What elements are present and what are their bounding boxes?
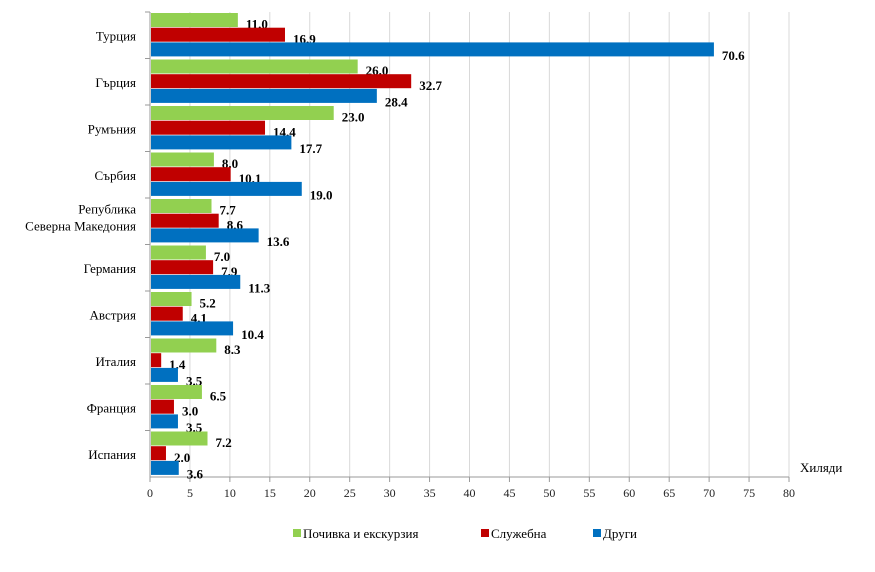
data-label: 28.4 — [385, 95, 408, 110]
bar — [151, 306, 183, 321]
x-tick-label: 75 — [743, 486, 755, 500]
data-label: 13.6 — [267, 234, 290, 249]
bar — [151, 292, 192, 306]
data-label: 5.2 — [200, 296, 216, 311]
data-label: 23.0 — [342, 110, 365, 125]
category-label: Румъния — [88, 121, 136, 136]
bar — [151, 42, 714, 57]
bar — [151, 414, 178, 429]
bar — [151, 367, 178, 382]
legend-swatch — [293, 529, 301, 537]
x-tick-label: 70 — [703, 486, 715, 500]
category-label: Гърция — [95, 75, 136, 90]
x-tick-label: 30 — [384, 486, 396, 500]
category-label: Испания — [88, 447, 136, 462]
data-label: 11.3 — [248, 281, 271, 296]
bar — [151, 213, 219, 228]
bar — [151, 88, 377, 103]
bar — [151, 120, 266, 135]
bar — [151, 27, 285, 42]
bar — [151, 245, 206, 260]
data-label: 6.5 — [210, 389, 227, 404]
bar — [151, 446, 166, 461]
x-tick-label: 40 — [464, 486, 476, 500]
data-label: 8.3 — [224, 342, 241, 357]
category-label: Италия — [95, 354, 136, 369]
data-label: 3.5 — [186, 374, 203, 389]
x-tick-label: 5 — [187, 486, 193, 500]
x-tick-label: 65 — [663, 486, 675, 500]
bar — [151, 106, 334, 120]
bar — [151, 199, 212, 213]
bar — [151, 13, 238, 27]
data-label: 3.6 — [187, 467, 204, 482]
data-label: 19.0 — [310, 188, 333, 203]
x-tick-label: 20 — [304, 486, 316, 500]
category-label: Германия — [84, 261, 136, 276]
bar — [151, 260, 214, 275]
bar — [151, 460, 179, 475]
bar — [151, 228, 259, 243]
data-label: 7.0 — [214, 249, 230, 264]
bar — [151, 399, 174, 414]
data-label: 32.7 — [419, 78, 442, 93]
bar — [151, 74, 412, 89]
x-tick-label: 60 — [623, 486, 635, 500]
bar — [151, 385, 202, 399]
bar — [151, 274, 241, 289]
category-label: Турция — [96, 28, 136, 43]
bar — [151, 152, 214, 167]
x-tick-label: 50 — [543, 486, 555, 500]
category-label: Австрия — [90, 307, 137, 322]
x-tick-label: 0 — [147, 486, 153, 500]
x-axis-label: Хиляди — [800, 460, 842, 475]
category-label: Северна Македония — [25, 218, 136, 233]
bar — [151, 135, 292, 150]
x-tick-label: 15 — [264, 486, 276, 500]
data-label: 3.0 — [182, 403, 198, 418]
legend-label: Служебна — [491, 526, 547, 541]
legend-label: Други — [603, 526, 637, 541]
x-tick-label: 10 — [224, 486, 236, 500]
data-label: 3.5 — [186, 420, 203, 435]
category-label: Република — [78, 201, 136, 216]
legend-label: Почивка и екскурзия — [303, 526, 418, 541]
bar — [151, 59, 358, 74]
data-label: 70.6 — [722, 48, 745, 63]
bar — [151, 338, 217, 353]
x-tick-label: 25 — [344, 486, 356, 500]
bar — [151, 181, 302, 196]
bar — [151, 167, 231, 182]
bar — [151, 353, 162, 368]
data-label: 7.2 — [216, 435, 232, 450]
bar — [151, 321, 234, 336]
data-label: 10.4 — [241, 327, 264, 342]
legend-swatch — [481, 529, 489, 537]
data-label: 17.7 — [299, 141, 322, 156]
bar — [151, 431, 208, 446]
x-tick-label: 45 — [503, 486, 515, 500]
category-label: Сърбия — [95, 168, 136, 183]
x-tick-label: 55 — [583, 486, 595, 500]
data-label: 7.7 — [220, 203, 237, 218]
legend-swatch — [593, 529, 601, 537]
x-tick-label: 80 — [783, 486, 795, 500]
x-tick-label: 35 — [424, 486, 436, 500]
category-label: Франция — [87, 400, 136, 415]
